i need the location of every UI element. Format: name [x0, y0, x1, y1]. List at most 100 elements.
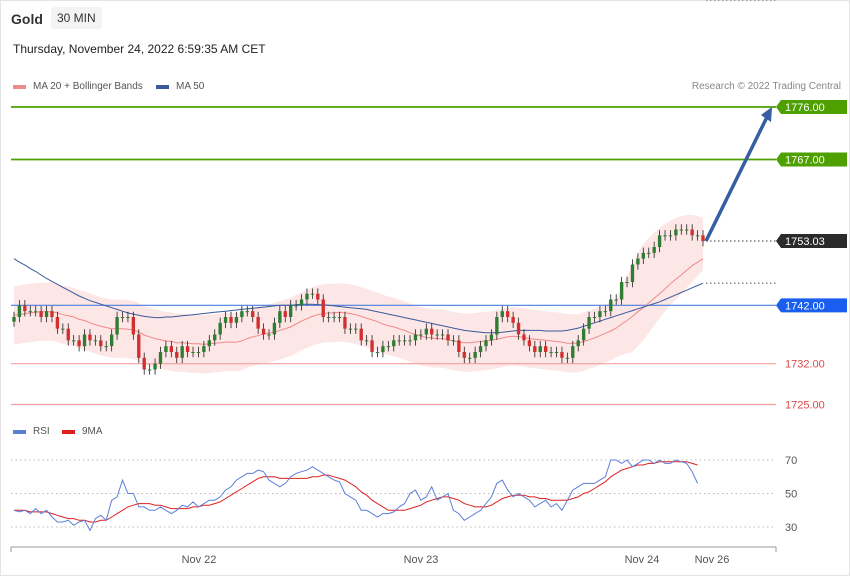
candle-body	[489, 334, 494, 341]
candle-body	[408, 340, 412, 342]
projection-arrow-shaft	[704, 114, 770, 242]
candle-body	[446, 334, 450, 341]
ma50-swatch	[156, 84, 169, 89]
candle-body	[234, 317, 239, 323]
candle-body	[576, 340, 580, 347]
candle-body	[207, 340, 211, 347]
rsi-legend-label: RSI	[33, 426, 50, 437]
candle-body	[142, 357, 146, 370]
legend-ma50: MA 50	[156, 81, 204, 92]
candle-body	[663, 235, 667, 237]
candle-body	[419, 334, 423, 336]
candle-body	[326, 317, 331, 318]
candle-body	[652, 247, 656, 253]
candle-body	[516, 322, 521, 335]
candle-body	[348, 328, 353, 330]
research-credit: Research © 2022 Trading Central	[691, 81, 841, 92]
timeframe-badge[interactable]: 30 MIN	[51, 7, 102, 29]
candle-body	[641, 252, 646, 259]
candle-body	[511, 317, 515, 323]
candle-body	[451, 340, 456, 342]
candle-body	[283, 311, 287, 317]
candle-body	[668, 235, 673, 237]
x-tick-label: Nov 23	[404, 554, 439, 566]
candle-body	[549, 352, 553, 353]
candle-body	[218, 322, 222, 335]
candle-body	[538, 346, 542, 352]
candle-body	[294, 305, 298, 307]
candle-body	[462, 352, 466, 358]
candle-body	[23, 305, 27, 312]
ma50-legend-label: MA 50	[176, 81, 205, 92]
candle-body	[316, 293, 320, 300]
candle-body	[468, 357, 472, 359]
candle-body	[213, 334, 217, 341]
candle-body	[657, 235, 662, 247]
rsi-tick-30: 30	[785, 522, 797, 534]
candle-body	[82, 334, 87, 347]
x-tick-label: Nov 26	[695, 554, 730, 566]
candle-body	[392, 340, 396, 347]
candle-body	[109, 334, 114, 347]
candle-body	[50, 311, 54, 317]
candle-body	[66, 328, 70, 341]
ma20-legend-label: MA 20 + Bollinger Bands	[33, 81, 143, 92]
candle-body	[245, 311, 249, 313]
candle-body	[647, 252, 651, 254]
candle-body	[44, 311, 49, 317]
level-tag-1742.00	[776, 298, 847, 313]
candle-body	[413, 334, 418, 341]
candle-body	[478, 346, 483, 352]
candle-body	[71, 340, 76, 342]
candle-body	[630, 264, 635, 282]
candle-body	[636, 258, 640, 265]
candle-body	[695, 235, 700, 237]
candle-body	[202, 346, 206, 352]
candle-body	[278, 311, 282, 323]
candle-body	[153, 363, 157, 370]
candle-body	[196, 352, 201, 353]
candle-body	[533, 346, 537, 352]
instrument-title: Gold	[11, 11, 43, 27]
candle-body	[164, 346, 168, 352]
candle-body	[223, 317, 228, 323]
candle-body	[581, 328, 586, 341]
candle-body	[299, 299, 304, 306]
candle-body	[191, 352, 195, 353]
candle-body	[679, 229, 683, 231]
candle-body	[435, 334, 439, 336]
candle-body	[261, 328, 266, 335]
x-tick-label: Nov 22	[182, 554, 217, 566]
candle-body	[674, 229, 678, 236]
candle-body	[527, 340, 532, 347]
candle-body	[251, 311, 255, 317]
candle-body	[88, 334, 92, 341]
candle-body	[343, 317, 347, 329]
candle-body	[180, 346, 184, 358]
candle-body	[625, 282, 629, 283]
candle-body	[598, 311, 602, 317]
candle-body	[359, 328, 363, 341]
level-label-1742.00: 1742.00	[785, 300, 825, 312]
candle-body	[39, 311, 43, 317]
candle-body	[61, 328, 65, 330]
candle-body	[571, 346, 575, 358]
rsi-tick-70: 70	[785, 455, 797, 467]
candle-body	[158, 352, 163, 364]
candle-body	[93, 340, 98, 342]
candle-body	[386, 346, 391, 348]
candle-body	[77, 340, 81, 347]
legend-rsi: RSI	[13, 426, 50, 437]
candle-body	[256, 317, 260, 329]
rsi-tick-50: 50	[785, 489, 797, 501]
candle-body	[690, 229, 694, 236]
level-label-1753.03: 1753.03	[785, 236, 825, 248]
candle-body	[185, 346, 190, 352]
candle-body	[375, 352, 380, 353]
candle-body	[543, 346, 548, 352]
candle-body	[565, 357, 570, 359]
candle-body	[685, 229, 689, 231]
candle-body	[321, 299, 325, 317]
candle-body	[354, 328, 358, 330]
candle-body	[500, 311, 504, 317]
